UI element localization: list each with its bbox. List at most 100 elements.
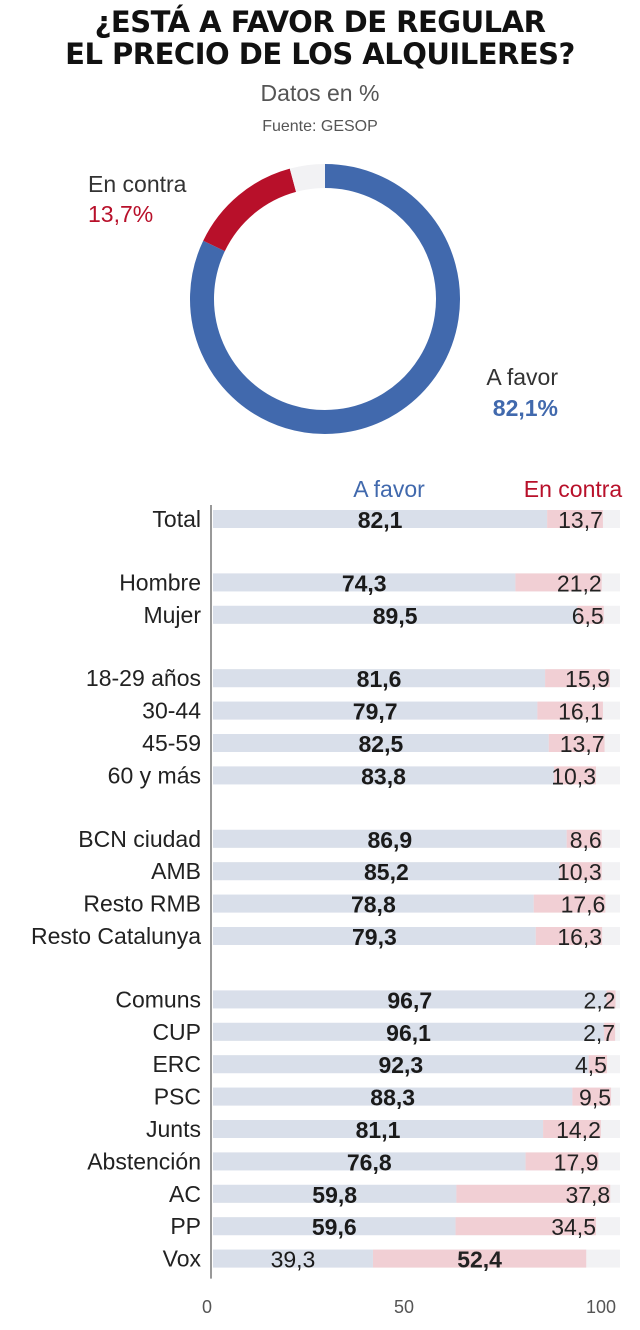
- value-favor-hombre: 74,3: [342, 570, 387, 596]
- bar-contra-junts: [543, 1120, 601, 1138]
- bar-contra-erc: [588, 1055, 607, 1074]
- bar-favor-ac: [213, 1184, 457, 1203]
- value-contra-60-y-mas: 10,3: [551, 763, 596, 789]
- bar-contra-ac: [456, 1184, 611, 1203]
- row-label-ac: AC: [169, 1181, 201, 1207]
- bar-favor-erc: [213, 1055, 589, 1074]
- bar-contra-cup: [604, 1022, 616, 1041]
- bar-favor-resto-rmb: [213, 894, 534, 913]
- bar-contra-mujer: [577, 605, 604, 624]
- value-favor-junts: 81,1: [356, 1117, 401, 1143]
- value-favor-45-59: 82,5: [359, 731, 404, 757]
- bar-favor-mujer: [213, 605, 578, 624]
- bar-favor-amb: [213, 862, 560, 881]
- legend-a-favor: A favor: [353, 476, 425, 502]
- row-label-18-29-anos: 18-29 años: [86, 665, 201, 691]
- bar-contra-amb: [559, 862, 602, 881]
- value-favor-pp: 59,6: [312, 1214, 357, 1240]
- donut-slice-nsnc: [289, 164, 326, 192]
- bar-contra-60-y-mas: [554, 766, 596, 785]
- value-contra-45-59: 13,7: [560, 731, 605, 757]
- value-favor-erc: 92,3: [378, 1052, 423, 1078]
- bar-contra-hombre: [515, 573, 602, 592]
- value-contra-resto-rmb: 17,6: [561, 892, 606, 918]
- value-contra-18-29-anos: 15,9: [565, 666, 610, 692]
- row-label-resto-catalunya: Resto Catalunya: [31, 923, 201, 949]
- row-label-bcn-ciudad: BCN ciudad: [78, 826, 201, 852]
- value-contra-ac: 37,8: [565, 1182, 610, 1208]
- value-contra-mujer: 6,5: [572, 603, 604, 629]
- value-contra-erc: 4,5: [575, 1052, 607, 1078]
- value-contra-bcn-ciudad: 8,6: [570, 827, 602, 853]
- chart-source: Fuente: GESOP: [262, 118, 378, 135]
- row-label-cup: CUP: [152, 1019, 201, 1045]
- bar-contra-bcn-ciudad: [566, 829, 602, 848]
- bar-contra-45-59: [548, 734, 605, 752]
- value-contra-abstencion: 17,9: [554, 1149, 599, 1175]
- chart-subtitle: Datos en %: [260, 80, 380, 106]
- value-contra-amb: 10,3: [557, 859, 602, 885]
- row-label-comuns: Comuns: [115, 986, 201, 1012]
- chart-title-line-1: ¿ESTÁ A FAVOR DE REGULAR: [94, 5, 546, 39]
- x-tick-label-0: 0: [202, 1297, 212, 1317]
- value-favor-comuns: 96,7: [387, 987, 432, 1013]
- row-label-amb: AMB: [151, 858, 201, 884]
- bar-favor-vox: [213, 1249, 373, 1268]
- value-favor-ac: 59,8: [312, 1182, 357, 1208]
- bar-favor-resto-catalunya: [213, 927, 536, 945]
- bar-contra-abstencion: [525, 1152, 599, 1171]
- donut-slice-en-contra: [203, 168, 297, 252]
- donut-value-a-favor: 82,1%: [493, 395, 558, 421]
- bar-contra-vox: [372, 1249, 587, 1268]
- value-favor-cup: 96,1: [386, 1020, 431, 1046]
- value-favor-resto-catalunya: 79,3: [352, 924, 397, 950]
- bar-favor-psc: [213, 1087, 573, 1106]
- value-favor-30-44: 79,7: [353, 699, 398, 725]
- row-label-pp: PP: [170, 1213, 201, 1239]
- row-label-30-44: 30-44: [142, 698, 201, 724]
- row-label-erc: ERC: [152, 1051, 201, 1077]
- row-label-vox: Vox: [163, 1246, 202, 1272]
- bar-favor-junts: [213, 1120, 544, 1138]
- row-label-junts: Junts: [146, 1116, 201, 1142]
- bar-favor-cup: [213, 1022, 605, 1041]
- row-label-abstencion: Abstención: [87, 1148, 201, 1174]
- bar-favor-total: [213, 510, 548, 528]
- bar-contra-psc: [572, 1087, 612, 1106]
- bar-favor-pp: [213, 1217, 456, 1236]
- bar-contra-18-29-anos: [545, 669, 610, 688]
- donut-slice-a-favor: [190, 164, 460, 434]
- value-favor-60-y-mas: 83,8: [361, 763, 406, 789]
- bar-contra-total: [547, 510, 603, 528]
- donut-label-en-contra: En contra: [88, 171, 187, 197]
- chart-title-line-2: EL PRECIO DE LOS ALQUILERES?: [65, 37, 575, 71]
- row-label-60-y-mas: 60 y más: [108, 762, 201, 788]
- x-tick-label-50: 50: [394, 1297, 414, 1317]
- bar-favor-bcn-ciudad: [213, 829, 567, 848]
- value-favor-bcn-ciudad: 86,9: [367, 827, 412, 853]
- bar-contra-resto-rmb: [533, 894, 606, 913]
- value-favor-total: 82,1: [358, 507, 403, 533]
- row-label-45-59: 45-59: [142, 730, 201, 756]
- bar-favor-60-y-mas: [213, 766, 555, 785]
- donut-value-en-contra: 13,7%: [88, 201, 153, 227]
- value-favor-psc: 88,3: [370, 1085, 415, 1111]
- x-tick-label-100: 100: [586, 1297, 616, 1317]
- value-contra-junts: 14,2: [556, 1117, 601, 1143]
- value-favor-abstencion: 76,8: [347, 1149, 392, 1175]
- bar-contra-pp: [455, 1217, 596, 1236]
- row-label-total: Total: [152, 506, 201, 532]
- value-contra-psc: 9,5: [579, 1085, 611, 1111]
- value-contra-vox: 52,4: [457, 1247, 502, 1273]
- value-favor-resto-rmb: 78,8: [351, 892, 396, 918]
- value-contra-resto-catalunya: 16,3: [557, 924, 602, 950]
- bar-favor-comuns: [213, 990, 607, 1009]
- bar-favor-hombre: [213, 573, 516, 592]
- row-label-mujer: Mujer: [143, 602, 201, 628]
- bar-favor-30-44: [213, 701, 538, 720]
- row-label-psc: PSC: [154, 1084, 201, 1110]
- value-contra-30-44: 16,1: [558, 699, 603, 725]
- value-contra-cup: 2,7: [583, 1020, 615, 1046]
- donut-label-a-favor: A favor: [486, 364, 558, 390]
